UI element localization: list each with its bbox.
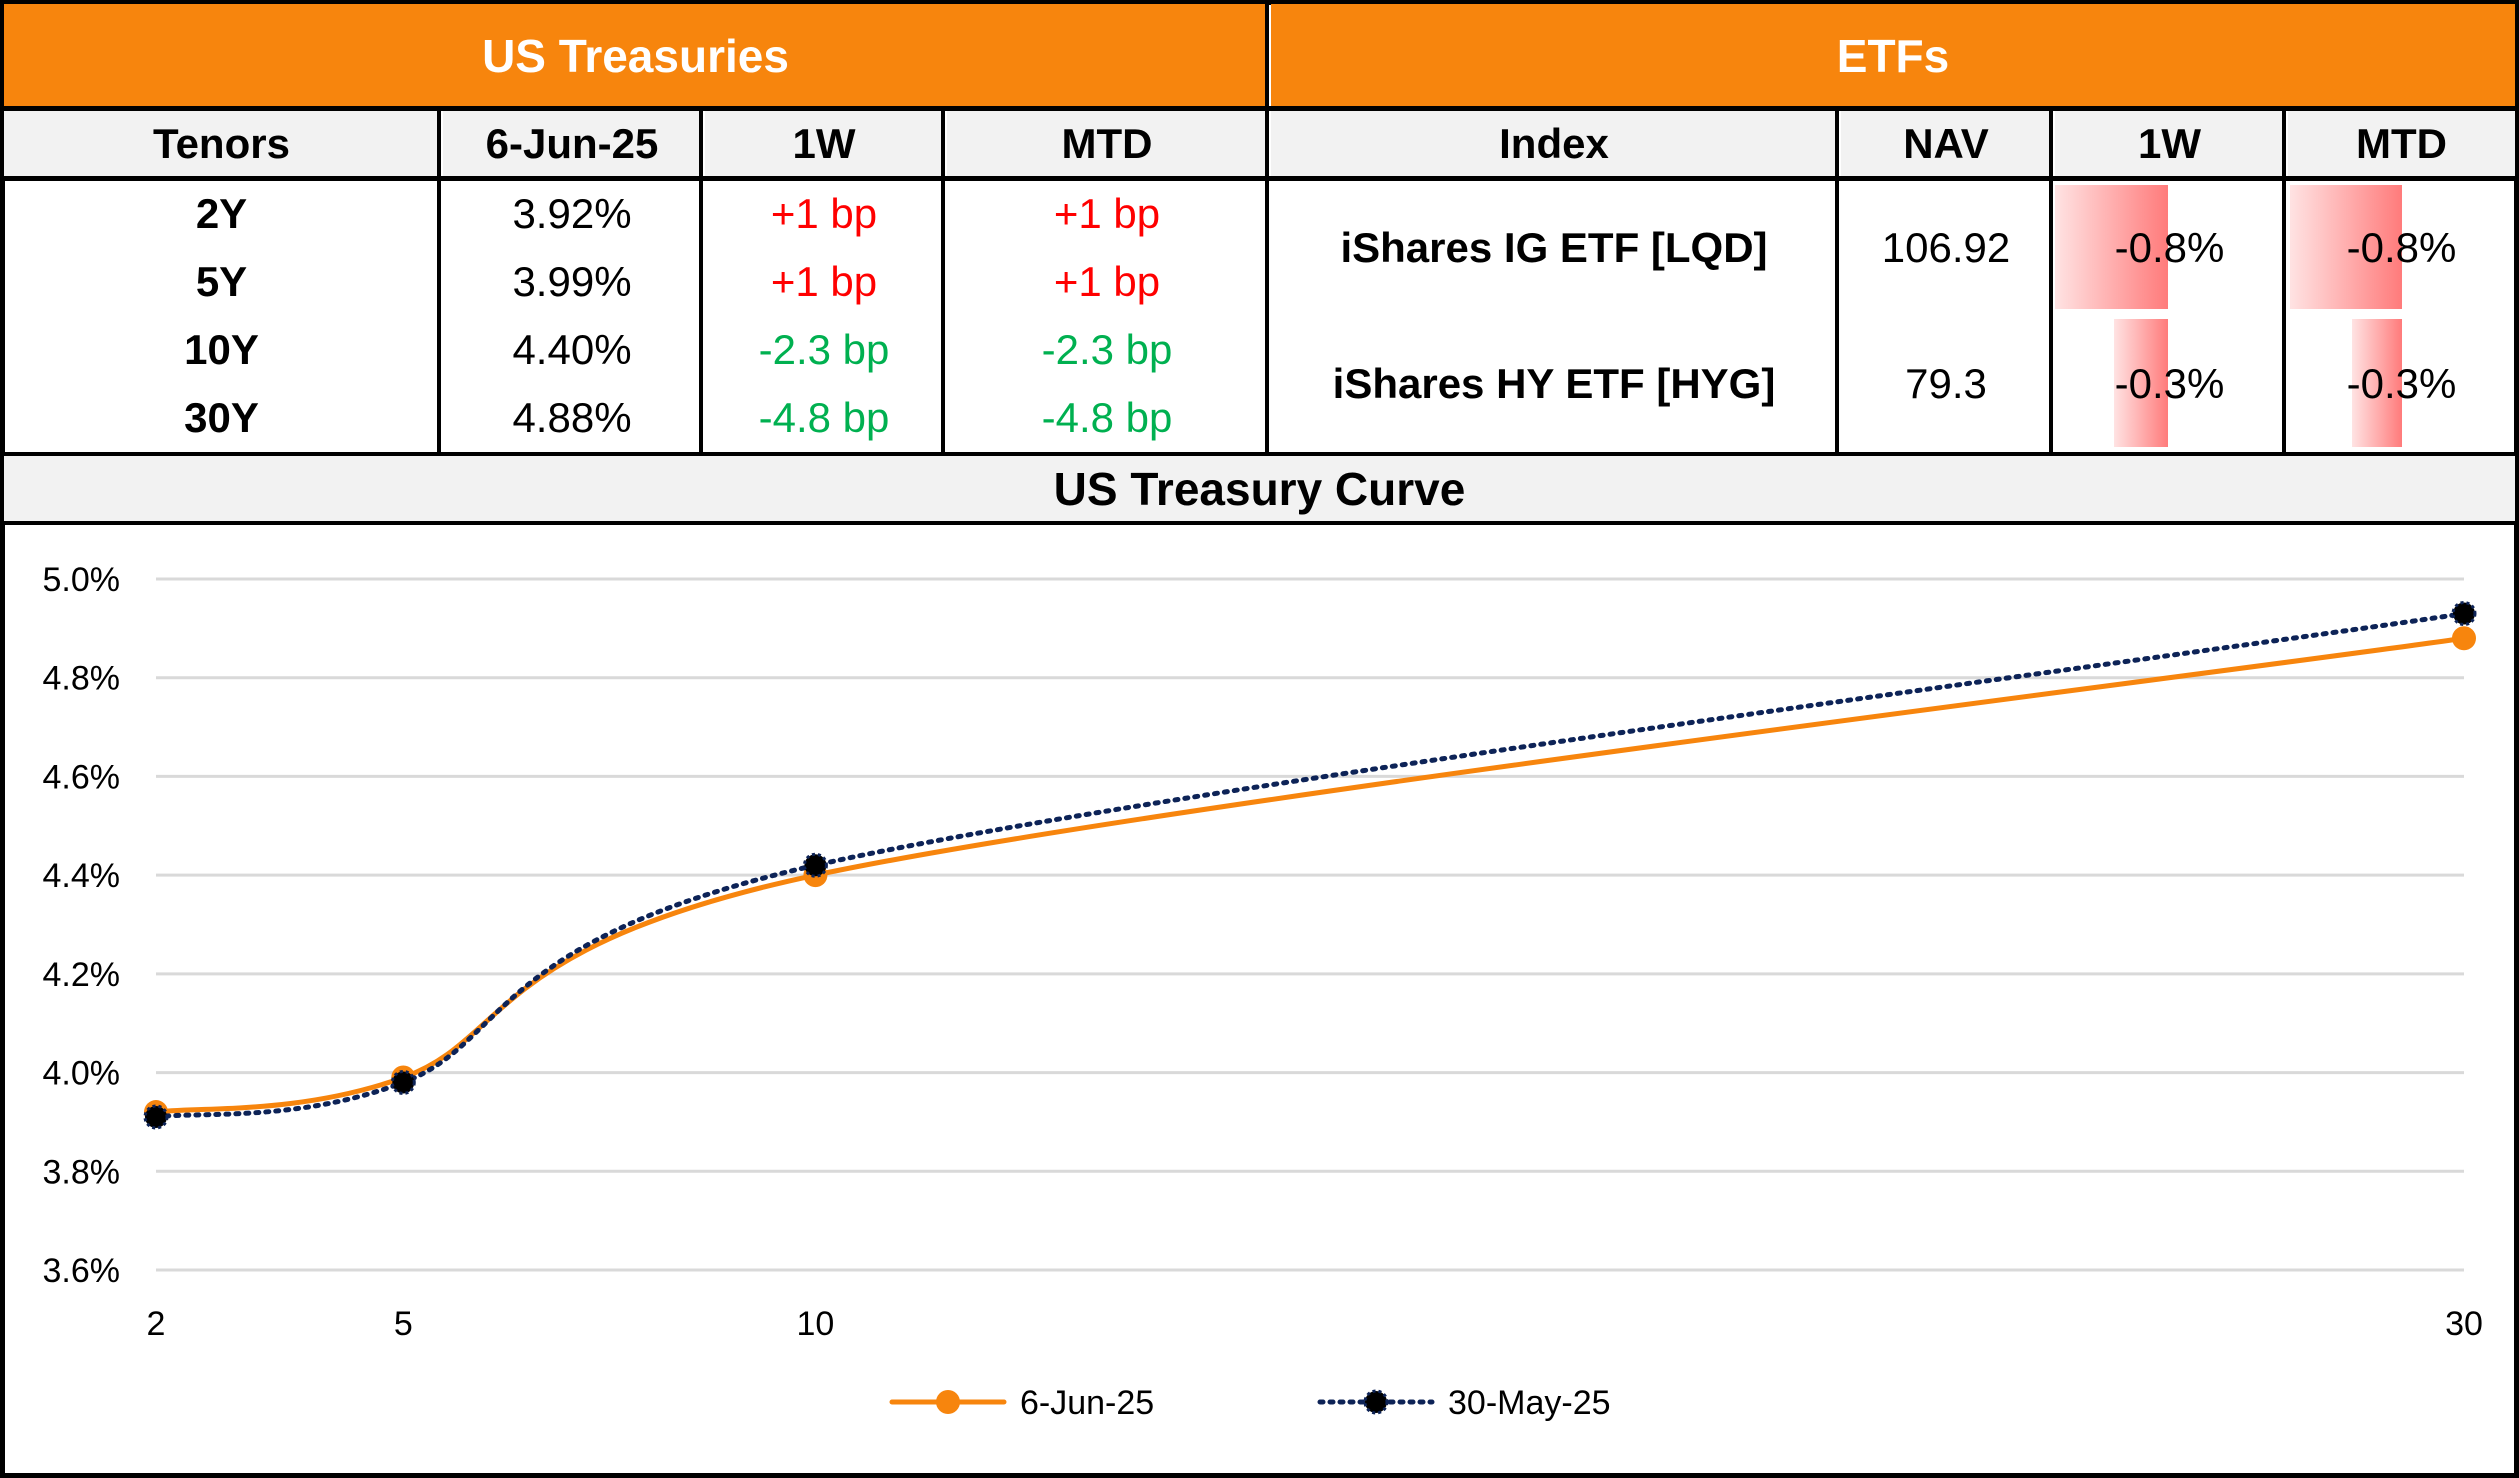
tenor-cell: 5Y: [195, 258, 248, 305]
x-tick-label: 2: [147, 1305, 166, 1343]
col-header-tenors-label: Tenors: [153, 120, 290, 167]
databar-hyg-mtd: [2352, 319, 2402, 447]
x-tick-label: 10: [797, 1305, 835, 1343]
col-header-date: 6-Jun-25: [443, 111, 701, 177]
gridlines: [156, 577, 2464, 1272]
data-point: [2452, 626, 2476, 651]
yield-cell: 4.88%: [512, 394, 632, 441]
yield-cell: 3.92%: [512, 190, 632, 237]
y-tick-label: 4.6%: [43, 758, 121, 796]
divider: [941, 106, 945, 455]
etfs-title: ETFs: [1836, 29, 1950, 82]
data-point: [390, 1069, 416, 1095]
legend: 6-Jun-25 30-May-25: [889, 1384, 1611, 1422]
divider: [0, 106, 2519, 111]
chart-title: US Treasury Curve: [1053, 462, 1466, 515]
databar-lqd-1w: [2055, 185, 2168, 309]
etf-mtd-cell: -0.8%: [2346, 224, 2457, 271]
col-header-etf-1w: 1W: [2055, 111, 2284, 177]
etf-nav-cell: 106.92: [1881, 224, 2011, 271]
yield-cell: 3.99%: [512, 258, 632, 305]
treasuries-table-body: 2Y 3.92% +1 bp +1 bp 5Y 3.99% +1 bp +1 b…: [4, 181, 1267, 453]
databar-hyg-1w: [2114, 319, 2168, 447]
etfs-section-header: ETFs: [1271, 4, 2515, 107]
etfs-table-body: iShares IG ETF [LQD] 106.92 -0.8% -0.8% …: [1271, 181, 2515, 453]
change-1w-cell: -2.3 bp: [758, 326, 890, 373]
change-mtd-cell: +1 bp: [1053, 190, 1161, 237]
y-tick-label: 3.8%: [43, 1153, 121, 1191]
tenor-cell: 2Y: [195, 190, 248, 237]
col-header-etf-mtd-label: MTD: [2356, 120, 2447, 167]
y-tick-label: 5.0%: [43, 561, 121, 599]
treasuries-title: US Treasuries: [482, 29, 789, 82]
col-header-etf-1w-label: 1W: [2138, 120, 2201, 167]
divider: [0, 452, 2519, 457]
col-header-tenors: Tenors: [4, 111, 439, 177]
divider: [2282, 106, 2286, 455]
x-tick-label: 5: [394, 1305, 413, 1343]
treasuries-section-header: US Treasuries: [4, 4, 1267, 107]
databar-lqd-mtd: [2290, 185, 2402, 309]
divider: [1265, 0, 1269, 455]
col-header-etf-mtd: MTD: [2288, 111, 2515, 177]
change-1w-cell: +1 bp: [770, 258, 878, 305]
etf-mtd-cell: -0.3%: [2346, 360, 2457, 407]
divider: [0, 520, 2519, 525]
change-1w-cell: +1 bp: [770, 190, 878, 237]
change-1w-cell: -4.8 bp: [758, 394, 890, 441]
series-group: [143, 601, 2477, 1130]
yield-cell: 4.40%: [512, 326, 632, 373]
x-axis-ticks: 2 5 10 30: [147, 1305, 2483, 1343]
divider: [1835, 106, 1839, 455]
y-axis-ticks: 3.6% 3.8% 4.0% 4.2% 4.4% 4.6% 4.8% 5.0%: [43, 561, 121, 1290]
chart-title-bar: US Treasury Curve: [4, 456, 2515, 521]
y-tick-label: 4.4%: [43, 857, 121, 895]
y-tick-label: 4.0%: [43, 1055, 121, 1093]
etf-1w-cell: -0.8%: [2114, 224, 2225, 271]
col-header-1w-label: 1W: [792, 120, 856, 167]
tenor-cell: 30Y: [184, 394, 259, 441]
col-header-date-label: 6-Jun-25: [485, 120, 659, 167]
data-point: [143, 1104, 169, 1130]
x-tick-label: 30: [2445, 1305, 2483, 1343]
col-header-mtd-label: MTD: [1061, 120, 1153, 167]
col-header-mtd: MTD: [947, 111, 1267, 177]
col-header-index-label: Index: [1499, 120, 1609, 167]
change-mtd-cell: -4.8 bp: [1041, 394, 1173, 441]
etf-1w-cell: -0.3%: [2114, 360, 2225, 407]
legend-marker: [936, 1390, 960, 1414]
change-mtd-cell: -2.3 bp: [1041, 326, 1173, 373]
divider: [699, 106, 703, 455]
y-tick-label: 4.8%: [43, 660, 121, 698]
series-line-30-May-25: [153, 611, 2467, 1120]
col-header-index: Index: [1271, 111, 1837, 177]
divider: [2049, 106, 2053, 455]
change-mtd-cell: +1 bp: [1053, 258, 1161, 305]
col-header-nav: NAV: [1841, 111, 2051, 177]
data-point: [802, 852, 828, 878]
divider: [437, 106, 441, 455]
legend-label: 6-Jun-25: [1020, 1384, 1154, 1422]
data-point: [2451, 601, 2477, 627]
etf-nav-cell: 79.3: [1905, 360, 1987, 407]
etf-index-cell: iShares HY ETF [HYG]: [1332, 360, 1776, 407]
etf-index-cell: iShares IG ETF [LQD]: [1340, 224, 1768, 271]
legend-label: 30-May-25: [1448, 1384, 1611, 1422]
y-tick-label: 4.2%: [43, 956, 121, 994]
tenor-cell: 10Y: [184, 326, 259, 373]
y-tick-label: 3.6%: [43, 1252, 121, 1290]
divider: [0, 176, 2519, 181]
col-header-1w: 1W: [705, 111, 943, 177]
legend-marker: [1363, 1389, 1389, 1415]
col-header-nav-label: NAV: [1903, 120, 1989, 167]
